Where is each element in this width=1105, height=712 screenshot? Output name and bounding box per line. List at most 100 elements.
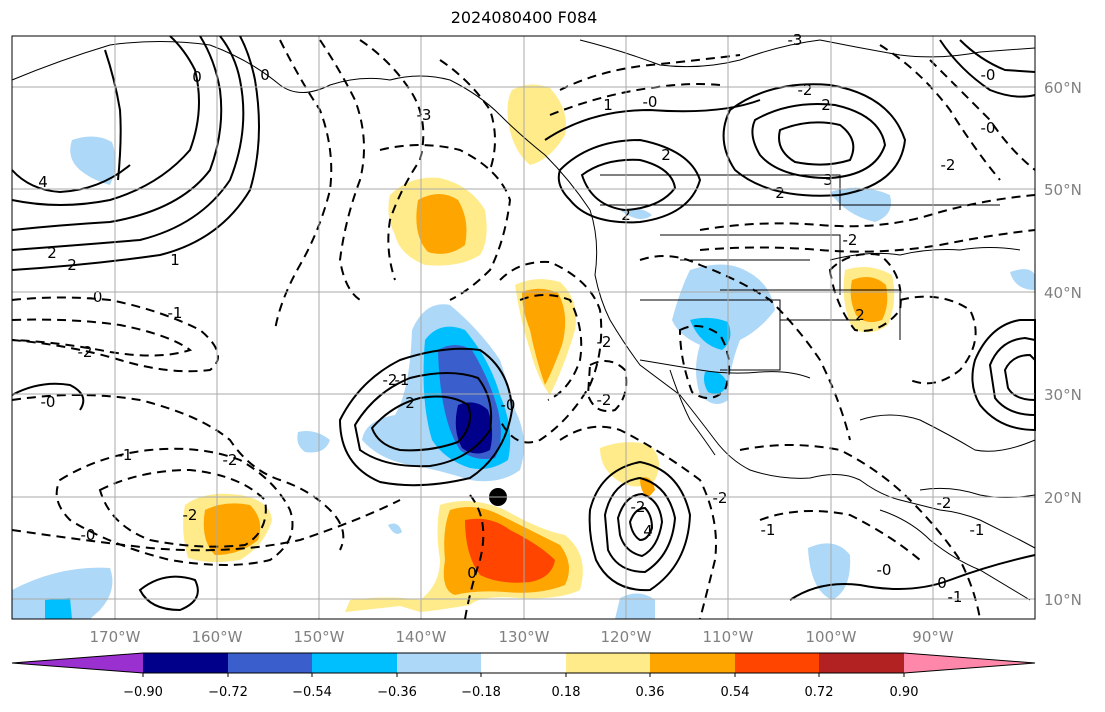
contour-label: -2: [383, 371, 398, 389]
contour-label: -2: [843, 231, 858, 249]
contour-label: 0: [192, 68, 202, 86]
shade-positive: [416, 194, 467, 254]
contour-label: -0: [981, 119, 996, 137]
contour-label: -2: [597, 391, 612, 409]
contour-label: 3: [823, 171, 833, 189]
contour-positive: [588, 460, 692, 592]
contour-negative: [464, 494, 485, 620]
contour-label: -1: [395, 371, 410, 389]
coastline: [11, 41, 1036, 549]
shade-negative: [388, 523, 402, 534]
contour-label: 0: [260, 66, 270, 84]
contour-label: -3: [788, 31, 803, 49]
contour-negative: [699, 194, 1036, 231]
contour-positive: [971, 319, 1036, 432]
contour-negative: [899, 295, 977, 385]
lon-label: 130°W: [499, 628, 550, 646]
contour-positive: [939, 39, 1036, 98]
contour-negative: [559, 425, 717, 620]
colorbar-extend-high: [904, 653, 1035, 673]
contour-positive: [353, 372, 493, 468]
colorbar-tick-label: 0.54: [721, 685, 750, 700]
colorbar-segment: [481, 653, 566, 673]
contour-label: -2: [937, 494, 952, 512]
contour-negative: [499, 260, 603, 444]
colorbar-tick-label: 0.72: [805, 685, 834, 700]
coastline-layer: [11, 39, 1036, 601]
lon-label: 120°W: [601, 628, 652, 646]
contour-negative: [379, 144, 512, 301]
contour-label: 2: [821, 96, 831, 114]
contour-label: -1: [761, 521, 776, 539]
shade-negative: [615, 593, 655, 619]
colorbar-tick-label: −0.36: [377, 685, 417, 700]
contour-label: -2: [713, 489, 728, 507]
contour-positive: [11, 35, 245, 251]
contour-label: 1: [170, 251, 180, 269]
contour-negative: [55, 447, 294, 566]
lat-label: 60°N: [1044, 79, 1082, 97]
map-title: 2024080400 F084: [450, 8, 598, 27]
contour-negative: [439, 59, 496, 171]
contour-label: 0: [467, 564, 477, 582]
contour-label: -2: [798, 81, 813, 99]
shade-negative: [297, 431, 330, 453]
contour-negative: [639, 255, 851, 441]
contour-label: -2: [597, 333, 612, 351]
contour-negative: [359, 39, 425, 281]
great-lakes: [829, 247, 1021, 261]
contour-positive: [104, 49, 122, 181]
colorbar-segment: [228, 653, 312, 673]
contour-positive: [580, 158, 677, 212]
contour-positive: [959, 39, 1036, 73]
lon-label: 110°W: [703, 628, 754, 646]
contour-label: 1: [603, 96, 613, 114]
contour-negative: [828, 253, 902, 332]
contour-positive: [616, 492, 664, 558]
lat-label: 50°N: [1044, 181, 1082, 199]
contour-positive: [11, 35, 223, 231]
lon-label: 150°W: [294, 628, 345, 646]
contour-label: -3: [417, 106, 432, 124]
colorbar-tick-label: −0.18: [461, 685, 501, 700]
contour-label: -0: [81, 526, 96, 544]
shade-positive: [522, 288, 566, 385]
contour-negative: [586, 360, 628, 412]
colorbar-segment: [397, 653, 481, 673]
contour-negative: [319, 39, 365, 301]
contour-label: -2: [631, 498, 646, 516]
contour-positive: [338, 347, 514, 487]
contour-negative: [519, 294, 583, 401]
contour-positive: [628, 506, 654, 542]
lon-label: 90°W: [912, 628, 954, 646]
shade-negative: [12, 567, 113, 619]
contour-label: -2: [183, 506, 198, 524]
contour-label: 2: [855, 306, 865, 324]
contour-label: 2: [405, 394, 415, 412]
contour-label: 2: [661, 146, 671, 164]
contour-positive: [544, 99, 761, 141]
lat-label: 40°N: [1044, 284, 1082, 302]
baja-coast: [669, 369, 716, 456]
lat-label: 10°N: [1044, 591, 1082, 609]
shade-positive: [850, 276, 888, 323]
contour-label: -0: [877, 561, 892, 579]
contour-negative: [678, 325, 730, 399]
colorbar-ticks: −0.90 −0.72 −0.54 −0.36 −0.18 0.18 0.36 …: [123, 685, 918, 700]
contour-negative: [98, 468, 267, 548]
contour-label: -1: [948, 588, 963, 606]
colorbar-segment: [566, 653, 650, 673]
contour-label: 0: [937, 574, 947, 592]
country-border: [639, 359, 811, 379]
contour-label: -1: [970, 521, 985, 539]
lon-label: 170°W: [90, 628, 141, 646]
colorbar-tick-label: 0.18: [552, 685, 581, 700]
lat-label: 30°N: [1044, 386, 1082, 404]
contour-negative: [559, 54, 741, 91]
contour-negative: [11, 499, 401, 552]
shade-positive: [507, 84, 566, 165]
shade-positive: [203, 503, 261, 555]
contour-label: -0: [501, 396, 516, 414]
shade-negative: [45, 598, 72, 619]
latitude-labels: 60°N 50°N 40°N 30°N 20°N 10°N: [1044, 79, 1082, 609]
